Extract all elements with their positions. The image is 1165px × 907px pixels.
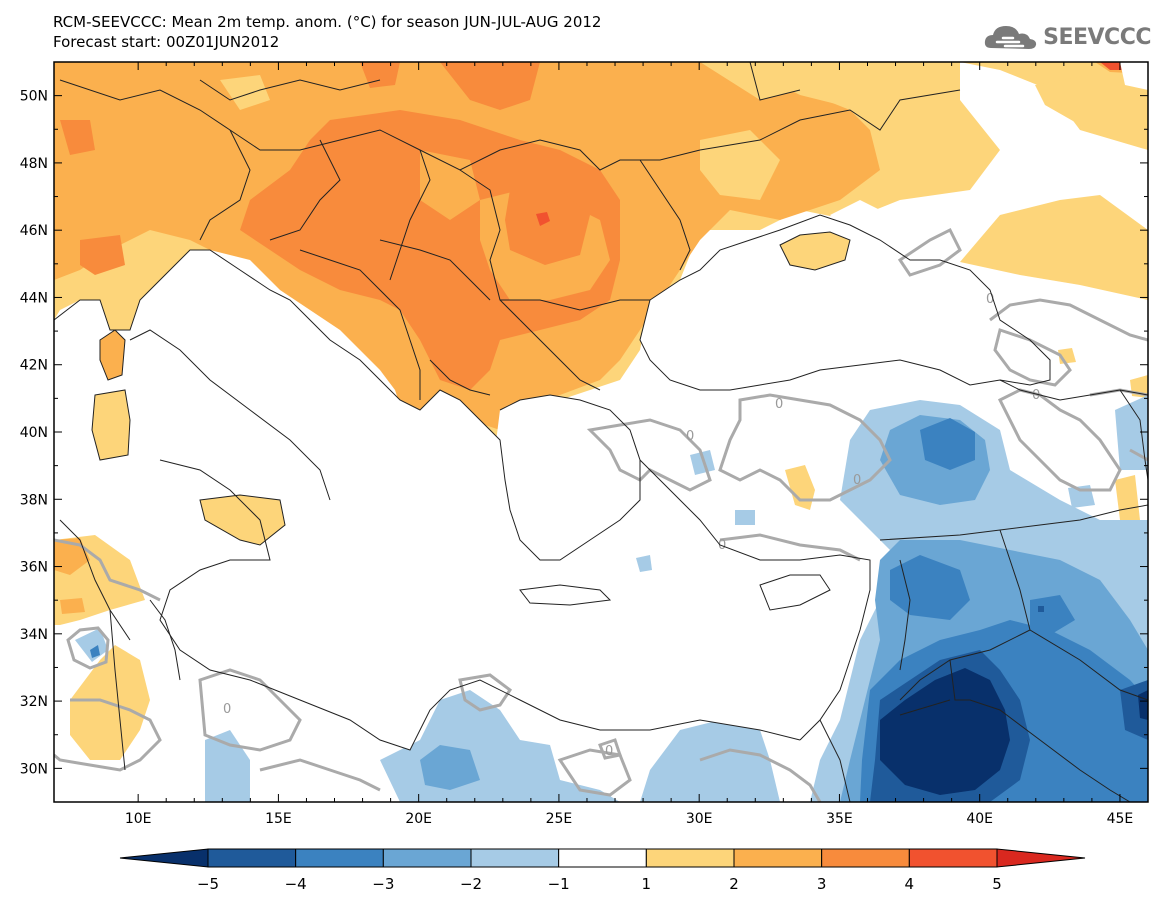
colorbar-label: −3 [372,875,394,893]
colorbar-bin [558,848,647,868]
lat-tick-label: 30N [20,761,48,777]
lon-tick-label: 10E [125,811,152,827]
colorbar-label: −2 [460,875,482,893]
borders-coastlines [54,62,1148,802]
colorbar-bin [733,848,823,868]
warm-3-4-interior [505,190,590,265]
colorbar-label: 4 [905,875,915,893]
lon-tick-label: 15E [265,811,292,827]
colorbar: −5 −4 −3 −2 −1 1 2 3 4 5 [119,848,1086,893]
warm-max-spot [536,212,550,226]
colorbar-label: −1 [548,875,570,893]
lon-tick-label: 40E [966,811,993,827]
colorbar-label: 2 [729,875,739,893]
lon-tick-label: 20E [405,811,432,827]
contour-label: 0 [853,473,861,488]
sicily-land [200,495,285,545]
lat-tick-label: 50N [20,89,48,105]
cold-spot-tunisia [90,645,100,658]
colorbar-bin [470,848,560,868]
lat-tick-label: 38N [20,492,48,508]
colorbar-bin [908,848,998,868]
sea-mask [54,62,1148,750]
contour-label: 0 [605,744,613,759]
contour-label: 0 [1032,388,1040,403]
contour-label: 0 [775,397,783,412]
colorbar-bin [645,848,735,868]
lon-tick-label: 45E [1107,811,1134,827]
lat-tick-label: 32N [20,694,48,710]
contour-label: 0 [686,429,694,444]
colorbar-bin [996,848,1086,868]
colorbar-bin [207,848,297,868]
crimea-land [780,232,850,270]
contour-label: 0 [223,702,231,717]
rhodes-land [636,555,652,572]
cold-spot-iraq [1038,606,1044,612]
lon-tick-label: 35E [826,811,853,827]
colorbar-bin [295,848,384,868]
latitude-ticks: 50N 48N 46N 44N 42N 40N 38N 36N 34N 32N 30N [20,89,1148,777]
cloud-icon [985,26,1037,49]
lat-tick-label: 40N [20,425,48,441]
lat-tick-label: 42N [20,358,48,374]
colorbar-label: 1 [642,875,652,893]
lat-tick-label: 36N [20,560,48,576]
colorbar-label: 5 [992,875,1002,893]
colorbar-bin [119,848,209,868]
colorbar-label: −5 [197,875,219,893]
forecast-start-label: Forecast start: 00Z01JUN2012 [53,33,280,51]
warm-3-4-region [60,62,620,390]
colorbar-label: 3 [817,875,827,893]
colorbar-bin [382,848,472,868]
map-title: RCM-SEEVCCC: Mean 2m temp. anom. (°C) fo… [53,13,602,31]
lat-tick-label: 34N [20,627,48,643]
crete-land [520,585,610,605]
longitude-ticks: 10E 15E 20E 25E 30E 35E 40E 45E [125,62,1133,827]
colorbar-label: −4 [285,875,307,893]
sardinia-land [92,390,130,460]
logo-text: SEEVCCC [1043,24,1151,50]
colorbar-bin [821,848,910,868]
lat-tick-label: 44N [20,290,48,306]
lon-tick-label: 25E [546,811,573,827]
contour-label: 0 [986,292,994,307]
lon-tick-label: 30E [686,811,713,827]
lat-tick-label: 46N [20,223,48,239]
lat-tick-label: 48N [20,156,48,172]
seevccc-logo: SEEVCCC [983,22,1151,52]
cyprus-land [760,575,830,610]
anomaly-fields [54,62,1148,802]
corsica-land [100,330,125,380]
